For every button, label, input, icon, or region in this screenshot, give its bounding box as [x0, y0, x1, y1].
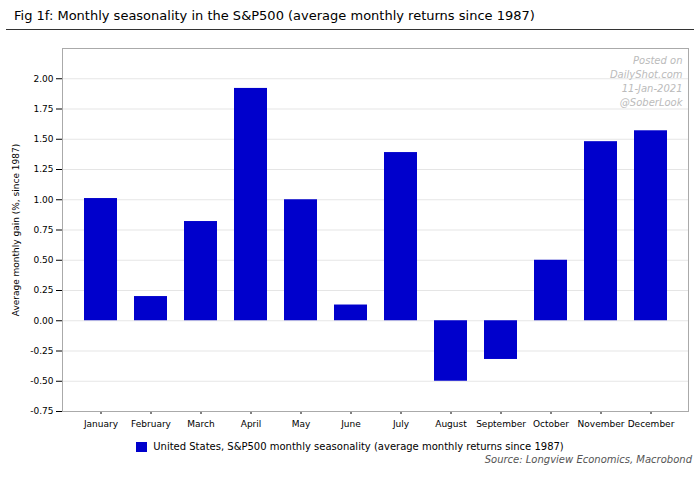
svg-text:January: January	[83, 419, 119, 429]
svg-text:August: August	[435, 419, 467, 429]
svg-text:1.00: 1.00	[33, 195, 53, 205]
html-text:Source: Longview Economics, Ma: Source: Longview Economics, Macrobond	[484, 454, 692, 465]
svg-text:April: April	[241, 419, 262, 429]
svg-text:May: May	[292, 419, 311, 429]
svg-text:0.25: 0.25	[33, 285, 53, 295]
svg-text:December: December	[628, 419, 675, 429]
svg-text:September: September	[476, 419, 526, 429]
svg-text:February: February	[131, 419, 172, 429]
svg-text:-0.75: -0.75	[30, 406, 53, 416]
svg-text:June: June	[340, 419, 361, 429]
svg-text:March: March	[187, 419, 214, 429]
svg-text:Posted onDailyShot.com11-Jan-2: Posted onDailyShot.com11-Jan-2021@SoberL…	[610, 55, 684, 108]
svg-text:1.25: 1.25	[33, 164, 53, 174]
html-text:Fig 1f: Monthly seasonality in: Fig 1f: Monthly seasonality in the S&P50…	[14, 8, 535, 23]
svg-text:0.00: 0.00	[33, 316, 53, 326]
svg-text:1.75: 1.75	[33, 104, 53, 114]
svg-text:2.00: 2.00	[33, 74, 53, 84]
svg-text:0.75: 0.75	[33, 225, 53, 235]
svg-text:1.50: 1.50	[33, 134, 53, 144]
svg-text:Average monthly gain (%, since: Average monthly gain (%, since 1987)	[11, 144, 21, 316]
svg-text:October: October	[533, 419, 569, 429]
html-text:United States, S&P500 monthly: United States, S&P500 monthly seasonalit…	[153, 441, 564, 452]
svg-text:July: July	[392, 419, 410, 429]
svg-text:-0.25: -0.25	[30, 346, 53, 356]
svg-text:November: November	[578, 419, 625, 429]
svg-text:-0.50: -0.50	[30, 376, 54, 386]
svg-text:0.50: 0.50	[33, 255, 53, 265]
